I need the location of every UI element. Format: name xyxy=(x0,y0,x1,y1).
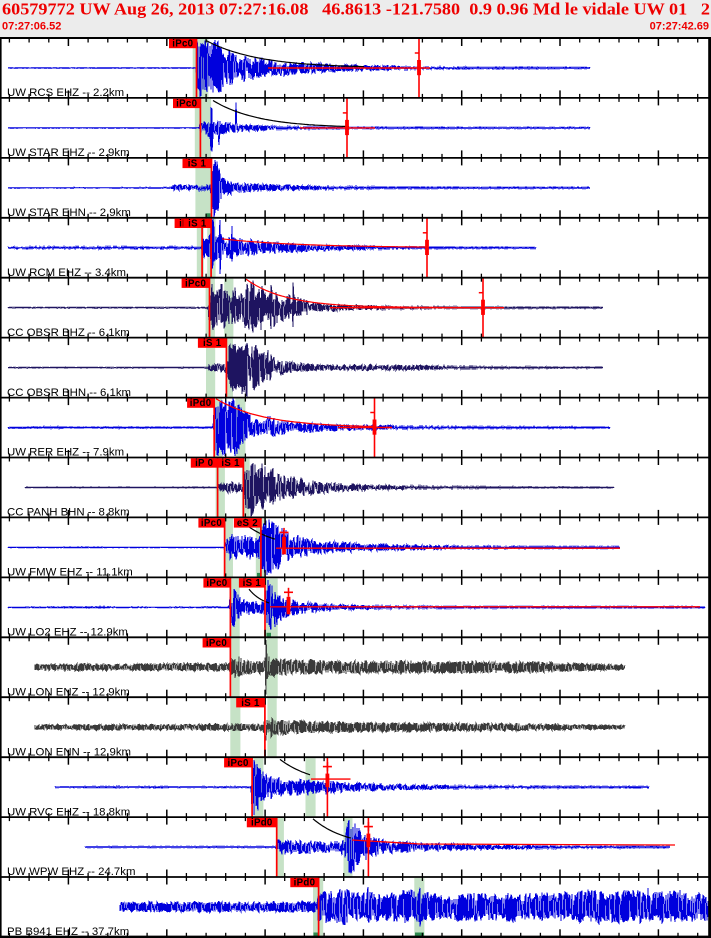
svg-text:UW LO2 EHZ -- 12.9km: UW LO2 EHZ -- 12.9km xyxy=(7,627,128,639)
svg-text:07:27:42.69: 07:27:42.69 xyxy=(650,21,709,33)
svg-text:iS 1: iS 1 xyxy=(221,458,240,469)
svg-text:iPd0: iPd0 xyxy=(251,818,273,829)
svg-text:iPc0: iPc0 xyxy=(201,518,222,529)
svg-text:iPc0: iPc0 xyxy=(176,99,197,110)
svg-text:07:27:06.52: 07:27:06.52 xyxy=(2,21,61,33)
svg-text:UW WPW EHZ -- 24.7km: UW WPW EHZ -- 24.7km xyxy=(7,866,135,878)
svg-text:iPd0: iPd0 xyxy=(190,398,212,409)
svg-text:UW FMW EHZ -- 11.1km: UW FMW EHZ -- 11.1km xyxy=(7,567,133,579)
svg-text:iS 1: iS 1 xyxy=(203,338,222,349)
svg-text:UW RCM EHZ -- 3.4km: UW RCM EHZ -- 3.4km xyxy=(7,267,126,279)
svg-text:iPd0: iPd0 xyxy=(294,878,316,889)
svg-text:iPc0: iPc0 xyxy=(185,278,206,289)
svg-text:iP 0: iP 0 xyxy=(195,458,213,469)
svg-text:iPc0: iPc0 xyxy=(172,39,193,50)
svg-text:iS 1: iS 1 xyxy=(188,218,207,229)
svg-text:iS 1: iS 1 xyxy=(241,698,260,709)
svg-text:60579772 UW Aug 26, 2013 07:27: 60579772 UW Aug 26, 2013 07:27:16.08 46.… xyxy=(2,0,710,19)
svg-text:iS 1: iS 1 xyxy=(243,578,262,589)
svg-text:iPc0: iPc0 xyxy=(228,758,249,769)
svg-text:UW RER EHZ -- 7.9km: UW RER EHZ -- 7.9km xyxy=(7,447,124,459)
svg-text:UW RCS EHZ -- 2.2km: UW RCS EHZ -- 2.2km xyxy=(7,87,124,99)
svg-text:eS 2: eS 2 xyxy=(237,518,258,529)
svg-text:iPc0: iPc0 xyxy=(206,638,227,649)
svg-text:iPc0: iPc0 xyxy=(206,578,227,589)
svg-text:iS 1: iS 1 xyxy=(188,159,207,170)
